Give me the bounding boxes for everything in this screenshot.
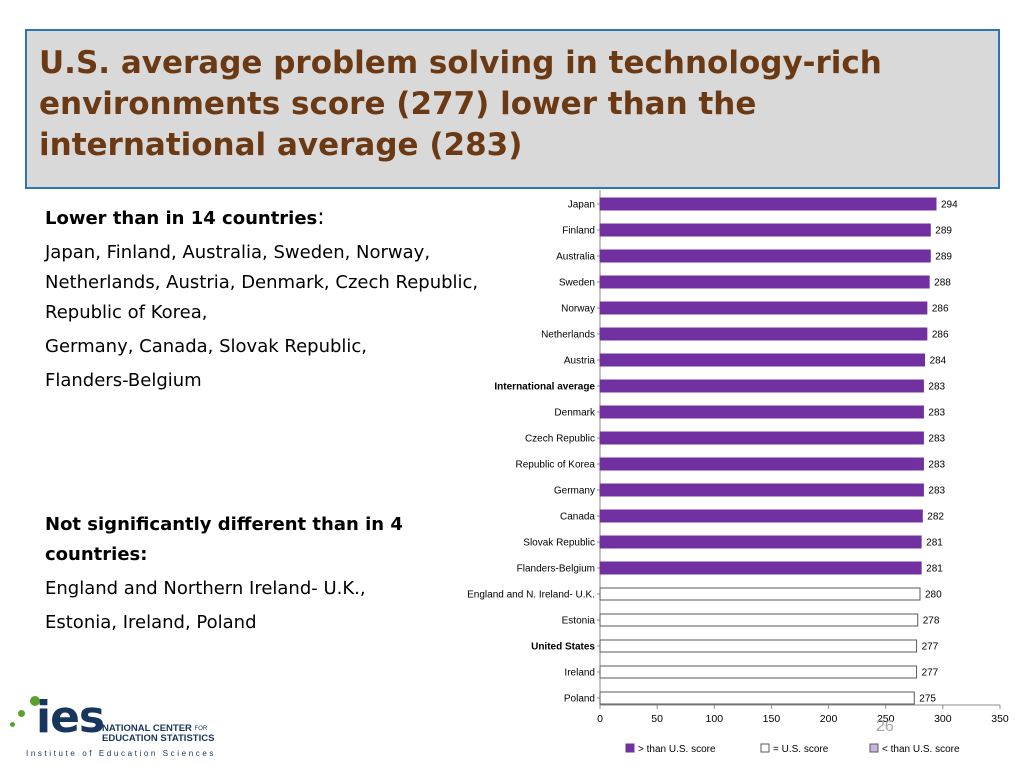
value-label-england-and-n-ireland-u-k: 280 xyxy=(925,590,942,601)
value-label-poland: 275 xyxy=(919,694,936,705)
category-label-england-and-n-ireland-u-k: England and N. Ireland- U.K. xyxy=(467,590,595,601)
value-label-austria: 284 xyxy=(930,356,947,367)
lower-countries-list-3: Flanders-Belgium xyxy=(45,370,202,391)
x-tick-label-300: 300 xyxy=(934,713,952,725)
title-box: U.S. average problem solving in technolo… xyxy=(25,29,1000,189)
x-tick-label-50: 50 xyxy=(651,713,663,725)
bar-slovak-republic xyxy=(599,535,922,549)
lower-than-heading-colon: : xyxy=(317,205,325,230)
bar-australia xyxy=(599,249,931,263)
logo-dot-medium xyxy=(18,710,25,717)
category-label-slovak-republic: Slovak Republic xyxy=(523,538,595,549)
bar-czech-republic xyxy=(599,431,924,445)
category-label-united-states: United States xyxy=(531,642,595,653)
x-tick-label-100: 100 xyxy=(706,713,724,725)
bar-ireland xyxy=(599,665,918,679)
legend-swatch-lower xyxy=(869,743,879,753)
bar-chart: Japan 294 Finland 289 Australia 289 Sweden 288 N… xyxy=(467,190,1009,755)
value-label-flanders-belgium: 281 xyxy=(926,564,943,575)
logo-org-name: NATIONAL CENTER FOR EDUCATION STATISTICS xyxy=(102,724,214,744)
category-label-finland: Finland xyxy=(562,226,595,237)
bar-international-average xyxy=(599,379,924,393)
value-label-canada: 282 xyxy=(927,512,944,523)
bar-sweden xyxy=(599,275,930,289)
category-label-japan: Japan xyxy=(568,200,595,211)
category-label-republic-of-korea: Republic of Korea xyxy=(516,460,596,471)
bar-germany xyxy=(599,483,924,497)
x-tick-label-0: 0 xyxy=(597,713,603,725)
value-label-australia: 289 xyxy=(935,252,952,263)
slide-title: U.S. average problem solving in technolo… xyxy=(39,45,882,163)
value-label-netherlands: 286 xyxy=(932,330,949,341)
category-label-poland: Poland xyxy=(564,694,595,705)
legend-swatch-higher xyxy=(625,743,635,753)
value-label-norway: 286 xyxy=(932,304,949,315)
value-label-sweden: 288 xyxy=(934,278,951,289)
category-label-netherlands: Netherlands xyxy=(541,330,595,341)
not-different-countries: England and Northern Ireland- U.K., xyxy=(45,578,366,599)
bar-japan xyxy=(599,197,937,211)
bar-poland xyxy=(599,691,915,705)
value-label-japan: 294 xyxy=(941,200,958,211)
lower-than-heading-text: Lower than in 14 countries xyxy=(45,208,318,229)
logo-dot-small xyxy=(10,722,15,727)
category-label-germany: Germany xyxy=(554,486,595,497)
bar-united-states xyxy=(599,639,918,653)
x-tick-label-200: 200 xyxy=(820,713,838,725)
value-label-estonia: 278 xyxy=(923,616,940,627)
category-label-flanders-belgium: Flanders-Belgium xyxy=(517,564,595,575)
bar-england-and-n-ireland-u-k xyxy=(599,587,921,601)
value-label-finland: 289 xyxy=(935,226,952,237)
logo-org-line1: NATIONAL CENTER xyxy=(102,723,192,734)
logo-org-for: FOR xyxy=(194,726,208,732)
category-label-international-average: International average xyxy=(494,382,595,393)
bar-flanders-belgium xyxy=(599,561,922,575)
lower-countries-list: Japan, Finland, Australia, Sweden, Norwa… xyxy=(45,242,479,323)
bar-canada xyxy=(599,509,923,523)
ies-logo: ies NATIONAL CENTER FOR EDUCATION STATIS… xyxy=(8,694,228,760)
category-label-estonia: Estonia xyxy=(562,616,596,627)
category-label-norway: Norway xyxy=(561,304,595,315)
bar-republic-of-korea xyxy=(599,457,924,471)
slide-number: 26 xyxy=(876,718,894,735)
value-label-slovak-republic: 281 xyxy=(926,538,943,549)
logo-institute: Institute of Education Sciences xyxy=(26,749,216,758)
legend-label-equal: = U.S. score xyxy=(773,744,829,755)
legend-label-higher: > than U.S. score xyxy=(638,744,716,755)
legend-swatch-equal xyxy=(760,743,770,753)
lower-than-heading: Lower than in 14 countries: xyxy=(45,203,505,234)
logo-dot-large xyxy=(30,696,40,706)
logo-mark: ies xyxy=(36,692,105,743)
bar-austria xyxy=(599,353,926,367)
legend-label-lower: < than U.S. score xyxy=(882,744,960,755)
category-label-ireland: Ireland xyxy=(564,668,595,679)
category-label-canada: Canada xyxy=(560,512,595,523)
value-label-denmark: 283 xyxy=(928,408,945,419)
value-label-republic-of-korea: 283 xyxy=(928,460,945,471)
category-label-sweden: Sweden xyxy=(559,278,595,289)
x-tick-label-350: 350 xyxy=(991,713,1009,725)
value-label-united-states: 277 xyxy=(922,642,939,653)
value-label-czech-republic: 283 xyxy=(928,434,945,445)
not-different-block: Not significantly different than in 4 co… xyxy=(45,510,505,638)
bar-norway xyxy=(599,301,928,315)
category-label-denmark: Denmark xyxy=(554,408,596,419)
bar-finland xyxy=(599,223,931,237)
logo-org-line2: EDUCATION STATISTICS xyxy=(102,733,215,744)
value-label-international-average: 283 xyxy=(928,382,945,393)
bar-denmark xyxy=(599,405,924,419)
not-different-countries-2: Estonia, Ireland, Poland xyxy=(45,612,257,633)
lower-than-block: Lower than in 14 countries: Japan, Finla… xyxy=(45,203,505,396)
x-tick-label-150: 150 xyxy=(763,713,781,725)
x-tick-label-250: 250 xyxy=(877,713,895,725)
bar-estonia xyxy=(599,613,919,627)
category-label-australia: Australia xyxy=(556,252,595,263)
bar-netherlands xyxy=(599,327,928,341)
category-label-austria: Austria xyxy=(564,356,596,367)
not-different-heading: Not significantly different than in 4 co… xyxy=(45,514,403,565)
value-label-germany: 283 xyxy=(928,486,945,497)
category-label-czech-republic: Czech Republic xyxy=(525,434,595,445)
lower-countries-list-2: Germany, Canada, Slovak Republic, xyxy=(45,336,368,357)
value-label-ireland: 277 xyxy=(922,668,939,679)
